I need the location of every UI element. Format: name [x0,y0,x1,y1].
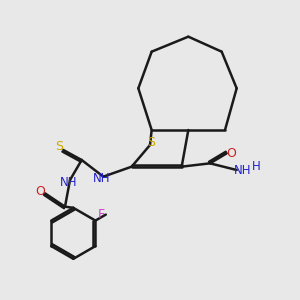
Text: O: O [226,147,236,160]
Text: NH: NH [93,172,111,185]
Text: S: S [148,136,155,148]
Text: NH: NH [60,176,77,189]
Text: O: O [36,185,45,198]
Text: H: H [252,160,261,173]
Text: NH: NH [234,164,251,176]
Text: F: F [98,208,105,221]
Text: S: S [55,140,63,154]
